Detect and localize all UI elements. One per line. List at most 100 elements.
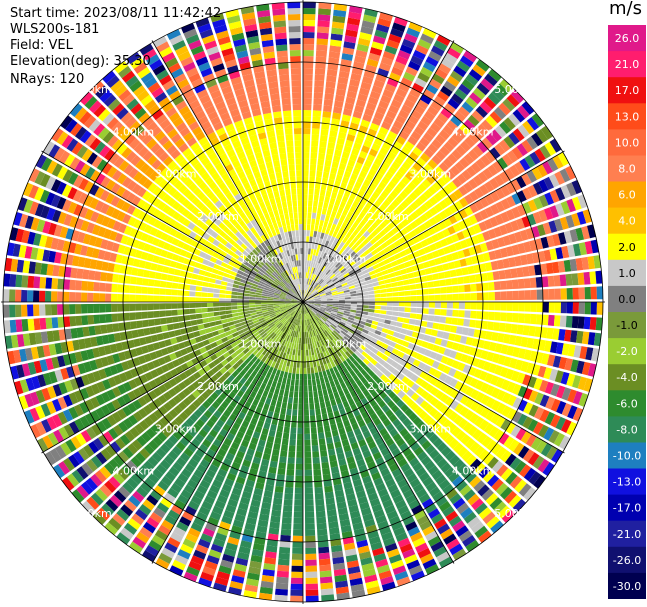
ray-gate xyxy=(528,390,539,403)
ray-gate xyxy=(552,155,564,169)
ray-gate xyxy=(357,302,363,305)
ray-gate xyxy=(408,166,419,177)
ray-gate xyxy=(429,243,437,252)
ray-gate xyxy=(380,332,387,338)
ray-gate xyxy=(514,335,523,347)
ray-gate xyxy=(436,231,445,240)
ray-gate xyxy=(276,425,284,433)
ray-gate xyxy=(366,252,373,259)
ray-gate xyxy=(306,292,311,298)
ray-gate xyxy=(21,304,28,317)
ray-gate xyxy=(507,394,517,407)
ray-gate xyxy=(313,469,322,476)
ray-gate xyxy=(353,246,361,254)
ray-gate xyxy=(374,29,388,39)
ray-gate xyxy=(363,338,371,344)
ray-gate xyxy=(135,294,142,302)
ray-gate xyxy=(320,588,334,596)
ray-gate xyxy=(400,328,408,335)
ray-gate xyxy=(578,287,585,300)
ray-gate xyxy=(307,285,311,291)
ray-gate xyxy=(589,271,597,285)
ray-gate xyxy=(572,407,584,422)
ray-gate xyxy=(361,165,370,174)
ray-gate xyxy=(508,439,520,452)
ray-gate xyxy=(587,332,596,346)
ray-gate xyxy=(346,133,356,142)
ray-gate xyxy=(394,170,404,180)
ray-gate xyxy=(338,241,345,249)
ray-gate xyxy=(536,129,548,143)
ray-gate xyxy=(313,275,318,282)
ray-gate xyxy=(316,414,322,422)
ray-gate xyxy=(314,296,321,299)
ray-gate xyxy=(221,318,228,324)
ray-gate xyxy=(402,125,413,135)
ray-gate xyxy=(494,365,503,376)
ray-gate xyxy=(105,303,112,313)
ray-gate xyxy=(338,227,345,235)
ray-gate xyxy=(396,213,405,222)
ray-gate xyxy=(340,280,347,285)
ray-gate xyxy=(398,263,406,270)
ray-gate xyxy=(323,285,329,290)
ray-gate xyxy=(483,96,497,110)
ray-gate xyxy=(505,209,516,221)
ray-gate xyxy=(154,272,162,280)
ray-gate xyxy=(500,291,507,301)
ray-gate xyxy=(315,378,321,385)
ray-gate xyxy=(528,265,536,276)
ray-gate xyxy=(434,203,443,213)
ray-gate xyxy=(491,353,500,364)
ray-gate xyxy=(313,463,321,470)
ray-gate xyxy=(129,294,136,302)
ray-gate xyxy=(297,355,301,362)
ray-gate xyxy=(490,443,502,455)
ray-gate xyxy=(213,298,220,302)
ray-gate xyxy=(33,318,41,331)
ray-gate xyxy=(147,287,154,295)
ray-gate xyxy=(415,256,423,264)
ray-gate xyxy=(333,300,339,302)
ray-gate xyxy=(524,302,531,312)
ray-gate xyxy=(356,304,363,308)
ray-gate xyxy=(470,283,477,292)
ray-gate xyxy=(386,306,393,311)
ray-gate xyxy=(458,209,468,219)
ray-gate xyxy=(337,206,344,214)
ray-gate xyxy=(321,117,331,124)
ray-gate xyxy=(563,259,572,272)
ray-gate xyxy=(405,120,416,130)
ray-gate xyxy=(481,119,494,132)
ray-gate xyxy=(437,90,450,102)
ray-gate xyxy=(559,274,567,287)
ray-gate xyxy=(434,294,441,301)
ray-gate xyxy=(577,272,585,285)
ray-gate xyxy=(147,303,154,311)
ray-gate xyxy=(333,330,339,336)
ray-gate xyxy=(496,259,505,270)
ray-gate xyxy=(500,302,507,311)
ray-gate xyxy=(226,317,234,323)
ray-gate xyxy=(319,307,326,311)
ray-gate xyxy=(293,361,297,368)
ray-gate xyxy=(488,292,495,301)
ray-gate xyxy=(148,319,155,327)
ray-gate xyxy=(467,265,475,275)
ray-gate xyxy=(543,207,554,220)
ray-gate xyxy=(307,305,314,309)
ray-gate xyxy=(448,204,458,214)
ray-gate xyxy=(503,135,516,149)
ray-gate xyxy=(366,58,379,68)
ray-gate xyxy=(338,295,345,298)
ray-gate xyxy=(348,128,357,136)
ray-gate xyxy=(391,336,399,343)
ray-gate xyxy=(344,203,352,211)
ray-gate xyxy=(386,292,393,297)
ray-gate xyxy=(483,340,491,350)
ray-gate xyxy=(342,229,349,237)
ray-gate xyxy=(427,143,439,154)
ray-gate xyxy=(381,176,390,185)
ray-gate xyxy=(403,98,416,109)
ray-gate xyxy=(327,63,339,71)
